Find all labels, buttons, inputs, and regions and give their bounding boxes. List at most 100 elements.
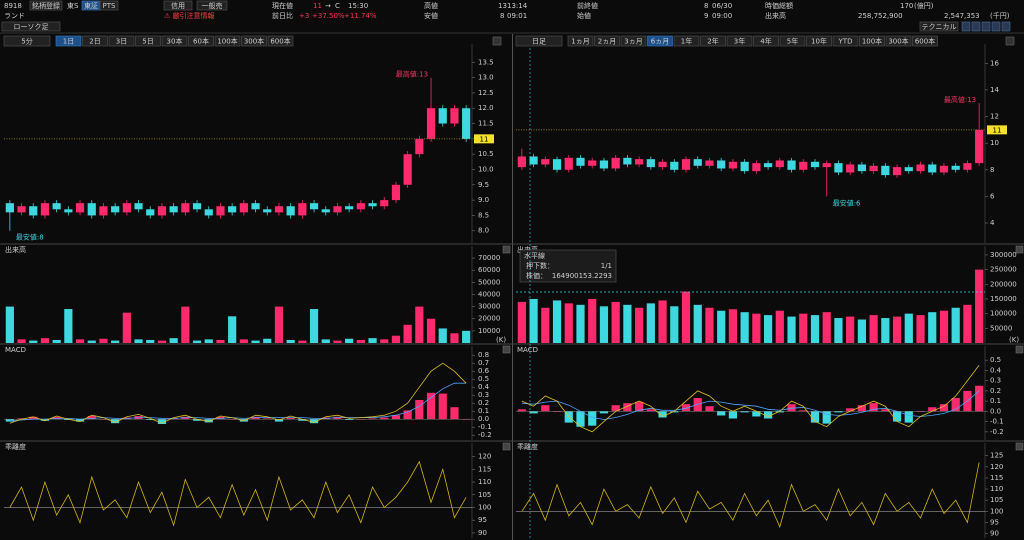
range-button-box[interactable] xyxy=(753,35,779,47)
tool-icon[interactable] xyxy=(961,21,971,32)
close-pane-button[interactable] xyxy=(1015,442,1024,451)
range-button-box[interactable] xyxy=(859,35,885,47)
volume-bar xyxy=(122,312,131,343)
tool-icon[interactable] xyxy=(1001,21,1011,32)
close-pane-button[interactable] xyxy=(502,345,511,354)
range-button-box[interactable] xyxy=(726,35,753,47)
range-button-box[interactable] xyxy=(241,35,267,47)
candle-body xyxy=(763,163,773,168)
volume-unit: (K) xyxy=(1009,336,1019,344)
range-button-box[interactable] xyxy=(188,35,214,47)
y-tick-label: -0.2 xyxy=(990,428,1004,436)
candle-body xyxy=(345,206,354,210)
y-tick-label: 6 xyxy=(990,192,995,200)
candle-body xyxy=(391,184,401,201)
close-pane-button[interactable] xyxy=(502,442,511,451)
candle-body xyxy=(728,161,738,169)
general-sell-button-box[interactable] xyxy=(196,0,228,11)
volume-bar xyxy=(717,310,726,343)
macd-histogram-bar xyxy=(928,407,937,412)
candle-body xyxy=(752,163,761,172)
tool-icon[interactable] xyxy=(981,21,991,32)
y-tick-label: 0.4 xyxy=(478,383,490,391)
volume-bar xyxy=(192,340,202,343)
range-button-box[interactable] xyxy=(673,35,700,47)
settings-icon[interactable] xyxy=(492,36,502,46)
range-button-box[interactable] xyxy=(832,35,859,47)
range-button-box[interactable] xyxy=(82,35,108,47)
range-button-box[interactable] xyxy=(161,35,188,47)
candle-body xyxy=(951,165,960,170)
range-button: 1年 xyxy=(681,37,692,46)
candle-body xyxy=(963,163,972,170)
candle-body xyxy=(588,160,597,166)
volume-bar xyxy=(274,306,284,343)
range-button-box[interactable] xyxy=(55,35,82,47)
candle-body xyxy=(787,160,796,170)
y-tick-label: 110 xyxy=(478,478,491,486)
range-button-box[interactable] xyxy=(912,35,938,47)
macd-histogram-bar xyxy=(368,418,377,420)
tool-icon[interactable] xyxy=(971,21,981,32)
macd-histogram-bar xyxy=(705,406,714,412)
market-tab-box[interactable] xyxy=(99,0,119,11)
candle-body xyxy=(29,206,38,216)
macd-histogram-bar xyxy=(29,416,38,420)
y-tick-label: 0.2 xyxy=(478,399,489,407)
y-tick-label: 300000 xyxy=(990,251,1017,259)
volume-bar xyxy=(29,340,38,343)
quote-open-time: 09:00 xyxy=(712,12,732,20)
range-button-box[interactable] xyxy=(779,35,806,47)
volume-bar xyxy=(345,338,354,343)
candle-body xyxy=(599,160,609,169)
period-dropdown: 5分 xyxy=(21,37,32,46)
volume-bar xyxy=(239,339,248,343)
candle-body xyxy=(426,108,436,139)
candle-body xyxy=(298,203,307,216)
range-button: 3日 xyxy=(116,38,127,46)
tool-icon[interactable] xyxy=(991,21,1001,32)
y-tick-label: 250000 xyxy=(990,266,1017,274)
y-tick-label: 10 xyxy=(990,139,999,147)
candle-body xyxy=(75,203,85,213)
range-button-box[interactable] xyxy=(214,35,241,47)
close-pane-button[interactable] xyxy=(1015,345,1024,354)
range-button-box[interactable] xyxy=(885,35,912,47)
range-button-box[interactable] xyxy=(567,35,594,47)
chart-type-dropdown-box[interactable] xyxy=(1,21,61,32)
range-button-box[interactable] xyxy=(620,35,647,47)
tooltip-box xyxy=(519,249,617,283)
candle-body xyxy=(670,161,679,170)
range-button-box[interactable] xyxy=(267,35,294,47)
range-button-box[interactable] xyxy=(700,35,726,47)
volume-bar xyxy=(391,335,401,343)
period-dropdown-box[interactable] xyxy=(515,35,563,47)
y-tick-label: 100000 xyxy=(990,310,1017,318)
range-button-box[interactable] xyxy=(806,35,832,47)
volume-bar xyxy=(564,303,573,343)
volume-bar xyxy=(541,307,550,343)
register-button: 銘柄登録 xyxy=(32,1,60,10)
y-tick-label: 100 xyxy=(990,507,1003,515)
candle-body xyxy=(286,206,295,216)
range-button-box[interactable] xyxy=(135,35,161,47)
volume-bar xyxy=(356,339,365,343)
range-button-box[interactable] xyxy=(108,35,135,47)
range-button-box[interactable] xyxy=(647,35,673,47)
period-dropdown-box[interactable] xyxy=(3,35,51,47)
quote-prev-label: 前終値 xyxy=(577,1,598,10)
y-tick-label: 0.1 xyxy=(478,407,489,415)
volume-bar xyxy=(333,340,342,343)
margin-button-box[interactable] xyxy=(163,0,193,11)
range-button-box[interactable] xyxy=(594,35,620,47)
close-pane-button[interactable] xyxy=(502,245,511,254)
volume-bar xyxy=(611,301,620,343)
macd-histogram-bar xyxy=(775,411,784,413)
close-pane-button[interactable] xyxy=(1015,245,1024,254)
technical-button-box[interactable] xyxy=(919,21,959,32)
register-button-box[interactable] xyxy=(29,0,63,11)
candle-body xyxy=(380,200,389,207)
candle-body xyxy=(810,161,820,168)
settings-icon[interactable] xyxy=(1005,36,1015,46)
volume-bar xyxy=(705,307,714,343)
